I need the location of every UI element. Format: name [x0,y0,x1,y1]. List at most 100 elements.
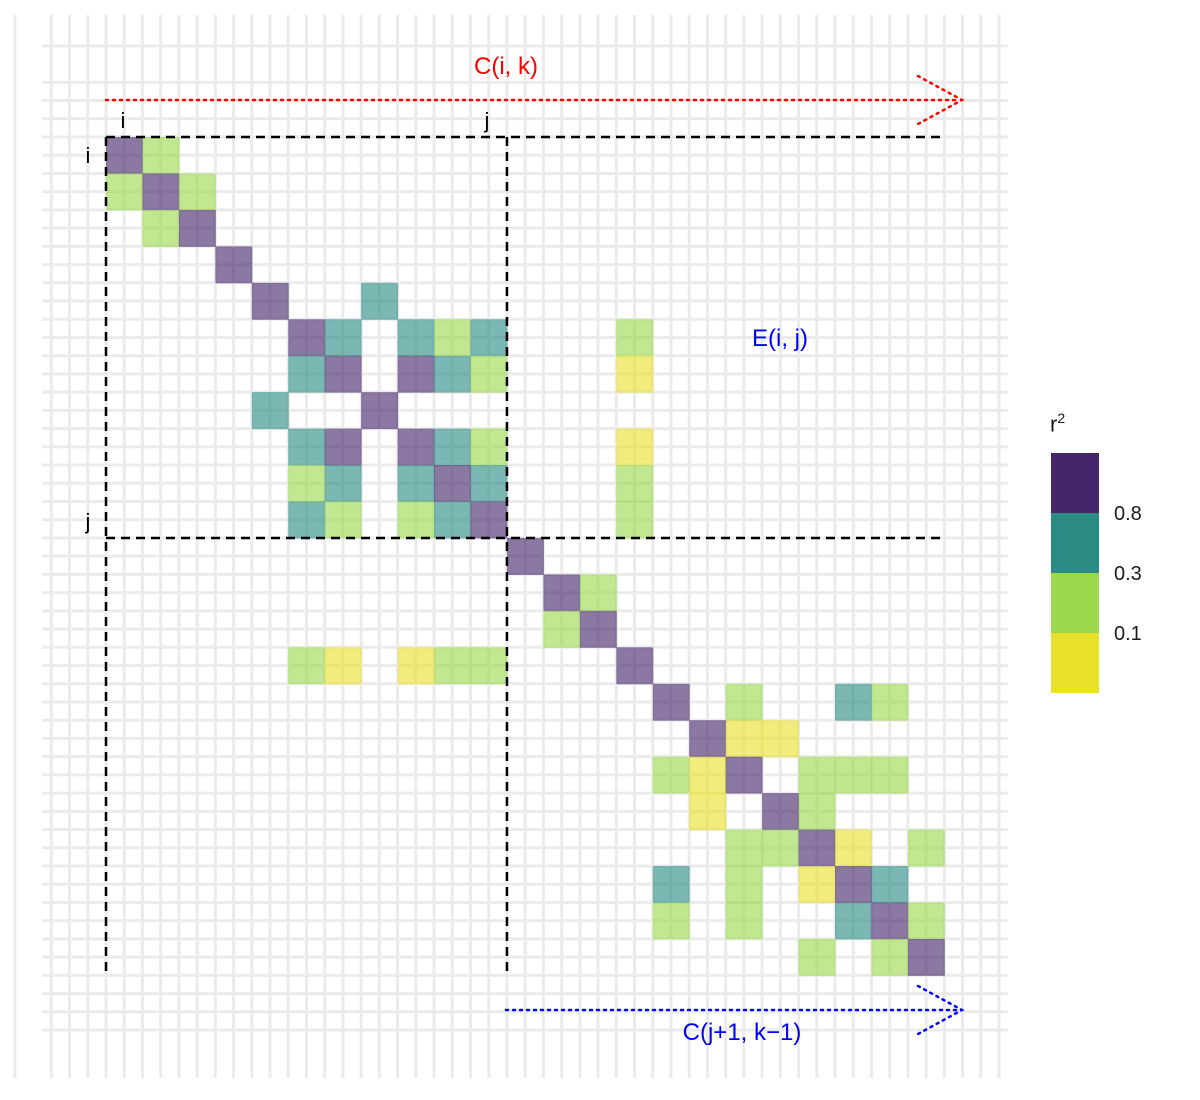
heatmap-cell [324,501,362,539]
heatmap-cell [871,683,909,721]
heatmap-cell [470,647,508,685]
heatmap-cell [689,756,727,794]
arrow-c-j1-k1-head [916,984,965,1036]
label-c-j1-k1: C(j+1, k−1) [683,1019,802,1046]
heatmap-cell [689,720,727,758]
legend-swatch-0 [1051,453,1099,513]
heatmap-cell [907,829,945,867]
heatmap-cell [652,902,690,940]
heatmap-cell [616,647,654,685]
heatmap-cell [470,501,508,539]
heatmap-cell [324,319,362,357]
heatmap-cell [106,173,143,211]
heatmap-cell [106,137,143,174]
block-boundaries [104,135,945,973]
heatmap-cell [835,866,872,903]
heatmap-cell [725,720,763,758]
heatmap-cell [725,866,763,903]
heatmap-cell [470,428,508,466]
heatmap-cell [397,647,435,685]
heatmap-cell [616,465,654,502]
arrows [104,74,965,1036]
heatmap-cell [288,428,326,466]
heatmap-cell [798,866,836,903]
heatmap-cell [361,392,399,430]
heatmap-cell [798,938,836,976]
heatmap-cell [506,537,544,575]
heatmap-cell [397,355,435,393]
heatmap-cell [798,756,836,794]
heatmap-cell [907,902,945,940]
heatmap-cell [288,647,326,685]
heatmap-cell [762,720,800,758]
heatmap-cell [470,465,508,502]
heatmap-cell [871,938,909,976]
heatmap-cell [434,465,471,502]
heatmap-cell [142,173,180,211]
heatmap-cells [106,137,945,976]
label-e-i-j: E(i, j) [752,325,808,352]
heatmap-cell [543,574,581,612]
heatmap-cell [725,829,763,867]
heatmap-cell [579,574,617,612]
heatmap-cell [361,282,399,320]
heatmap-cell [835,829,872,867]
heatmap-cell [616,355,654,393]
heatmap-cell [397,319,435,357]
heatmap-cell [871,902,909,940]
heatmap-cell [835,902,872,940]
heatmap-cell [178,173,216,211]
heatmap-cell [762,829,800,867]
heatmap-cell [142,209,180,247]
heatmap-cell [616,428,654,466]
heatmap-cell [434,647,471,685]
heatmap-cell [470,355,508,393]
legend-title: r2 [1050,410,1066,437]
heatmap-cell [652,683,690,721]
legend-swatch-1 [1051,513,1099,573]
heatmap-cell [178,209,216,247]
heatmap-cell [288,501,326,539]
heatmap-cell [434,501,471,539]
heatmap-cell [434,319,471,357]
heatmap-cell [434,428,471,466]
heatmap-cell [397,465,435,502]
heatmap-cell [689,793,727,831]
label-i-left: i [86,143,91,168]
legend-swatch-2 [1051,573,1099,633]
legend-tick-0: 0.8 [1114,503,1142,525]
heatmap-cell [798,829,836,867]
label-j-top: j [484,108,490,133]
heatmap-cell [579,610,617,648]
heatmap-cell [616,501,654,539]
heatmap-cell [725,683,763,721]
legend-title-superscript: 2 [1057,410,1066,426]
arrow-c-i-k-head [916,74,965,126]
label-i-top: i [121,108,126,133]
heatmap-cell [397,501,435,539]
heatmap-cell [215,246,253,284]
heatmap-cell [871,866,909,903]
heatmap-cell [762,793,800,831]
heatmap-cell [616,319,654,357]
heatmap-cell [397,428,435,466]
heatmap-cell [251,282,289,320]
label-c-i-k: C(i, k) [474,53,538,80]
heatmap-cell [835,683,872,721]
heatmap-cell [907,938,945,976]
heatmap-cell [652,866,690,903]
heatmap-cell [434,355,471,393]
heatmap-cell [288,319,326,357]
legend: r2 0.8 0.3 0.1 [1040,405,1160,705]
heatmap-cell [324,465,362,502]
label-j-left: j [85,509,91,534]
heatmap-cell [142,137,180,174]
heatmap-cell [288,465,326,502]
heatmap-cell [543,610,581,648]
heatmap-cell [725,756,763,794]
legend-swatch-3 [1051,633,1099,693]
heatmap-cell [871,756,909,794]
heatmap-cell [798,793,836,831]
heatmap-cell [470,319,508,357]
